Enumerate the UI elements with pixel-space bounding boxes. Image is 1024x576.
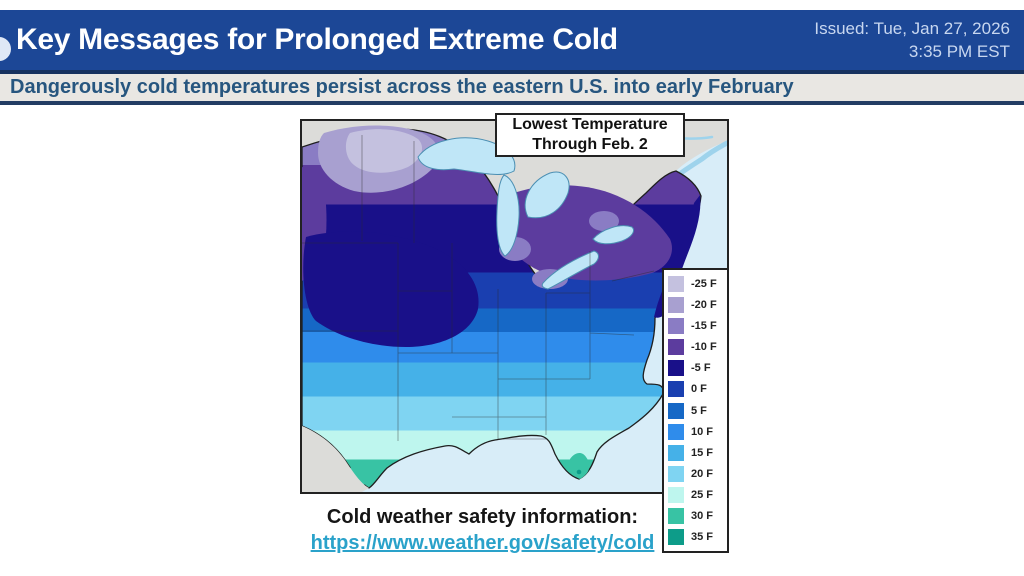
legend-label: 20 F	[691, 467, 714, 480]
map-title-line1: Lowest Temperature	[512, 116, 668, 133]
legend-label: 15 F	[691, 446, 714, 459]
page-title: Key Messages for Prolonged Extreme Cold	[16, 23, 618, 56]
legend-swatch	[668, 423, 684, 440]
lake-huron	[524, 171, 570, 219]
plains-navy-bulge	[303, 231, 479, 347]
map-title-line2: Through Feb. 2	[532, 136, 648, 153]
header-bar: Key Messages for Prolonged Extreme Cold …	[0, 10, 1024, 70]
agency-logo-partial	[0, 37, 11, 61]
legend-swatch	[668, 360, 684, 377]
legend-row: 20 F	[668, 463, 723, 484]
legend-row: -10 F	[668, 336, 723, 357]
temperature-map-svg	[302, 121, 727, 492]
legend-row: 25 F	[668, 485, 723, 506]
legend-row: -25 F	[668, 273, 723, 294]
band-minus25-pocket	[345, 129, 423, 173]
legend-label: 35 F	[691, 531, 714, 544]
issued-timestamp: Issued: Tue, Jan 27, 2026 3:35 PM EST	[814, 17, 1010, 63]
legend-row: 5 F	[668, 400, 723, 421]
legend-label: 5 F	[691, 404, 707, 417]
safety-info-link[interactable]: https://www.weather.gov/safety/cold	[310, 532, 655, 554]
legend-row: 0 F	[668, 379, 723, 400]
legend-swatch	[668, 508, 684, 525]
legend-row: -15 F	[668, 315, 723, 336]
legend-swatch	[668, 487, 684, 504]
map-title-box: Lowest Temperature Through Feb. 2	[495, 113, 685, 157]
legend-row: 15 F	[668, 442, 723, 463]
legend-swatch	[668, 444, 684, 461]
mexico-landmass	[302, 426, 369, 492]
lake-erie	[541, 250, 599, 290]
legend-swatch	[668, 465, 684, 482]
legend-label: 10 F	[691, 425, 714, 438]
legend-label: -20 F	[691, 298, 717, 311]
issued-time: 3:35 PM EST	[908, 42, 1010, 61]
legend-label: 0 F	[691, 383, 707, 396]
legend-swatch	[668, 317, 684, 334]
legend-row: 10 F	[668, 421, 723, 442]
legend-swatch	[668, 381, 684, 398]
subheader-accent-line	[0, 101, 1024, 105]
lake-superior	[417, 137, 516, 175]
state-borders	[302, 135, 655, 441]
key-message-text: Dangerously cold temperatures persist ac…	[10, 76, 794, 98]
legend-row: -5 F	[668, 358, 723, 379]
florida-35f-dot	[576, 469, 582, 475]
temperature-legend: -25 F -20 F -15 F -10 F -5 F 0 F 5 F 10 …	[662, 268, 729, 553]
legend-label: 25 F	[691, 489, 714, 502]
legend-label: -5 F	[691, 362, 711, 375]
temperature-map	[300, 119, 729, 494]
legend-swatch	[668, 339, 684, 356]
subheader-bar: Dangerously cold temperatures persist ac…	[0, 74, 1024, 101]
adirondack-lavender-pocket	[589, 211, 619, 231]
lake-michigan	[496, 174, 520, 257]
header-accent-line	[0, 70, 1024, 74]
legend-row: 30 F	[668, 506, 723, 527]
legend-label: -25 F	[691, 277, 717, 290]
lake-ontario	[592, 225, 635, 245]
legend-row: 35 F	[668, 527, 723, 548]
safety-info-block: Cold weather safety information: https:/…	[275, 504, 690, 556]
legend-swatch	[668, 275, 684, 292]
safety-info-heading: Cold weather safety information:	[326, 506, 639, 528]
legend-label: -15 F	[691, 319, 717, 332]
legend-swatch	[668, 529, 684, 546]
legend-label: -10 F	[691, 341, 717, 354]
legend-row: -20 F	[668, 294, 723, 315]
legend-swatch	[668, 296, 684, 313]
issued-date: Issued: Tue, Jan 27, 2026	[814, 19, 1010, 38]
legend-swatch	[668, 402, 684, 419]
legend-label: 30 F	[691, 510, 714, 523]
south-florida-teal	[569, 453, 590, 479]
great-lakes	[417, 137, 635, 290]
